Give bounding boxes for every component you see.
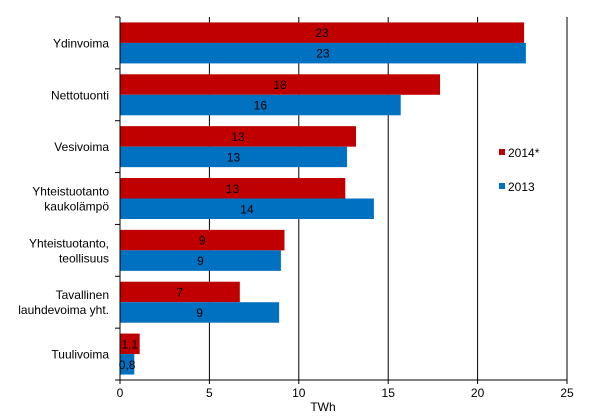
category-label: Ydinvoima [53,36,109,50]
category-label: Tuulivoima [51,348,109,362]
category-label: Vesivoima [54,140,109,154]
x-tick-label: 15 [382,386,396,400]
data-label: 7 [177,285,184,299]
data-label: 23 [316,47,330,61]
legend: 2014* 2013 [499,146,540,194]
tick-labels: 0 5 10 15 20 25 [117,386,574,400]
data-label: 16 [254,99,268,113]
category-label: Nettotuonti [51,88,109,102]
bars [120,22,526,375]
bar-2013-4 [120,250,281,271]
x-tick-label: 20 [471,386,485,400]
bar-2014-2 [120,126,357,147]
data-label: 0,8 [119,358,136,372]
data-label: 9 [197,254,204,268]
axes [115,16,568,384]
category-label: Yhteistuotanto, teollisuus [29,236,109,265]
data-label: 13 [226,182,240,196]
data-label: 13 [231,130,245,144]
category-label: Tavallinen lauhdevoima yht. [18,288,109,317]
bar-2013-6 [120,354,135,375]
bar-2014-6 [120,333,140,355]
data-label: 1,1 [121,337,138,351]
data-label: 23 [315,26,329,40]
x-tick-label: 0 [117,386,124,400]
bar-2014-1 [120,74,441,95]
data-label: 14 [240,202,254,216]
data-label: 9 [196,306,203,320]
bar-2014-5 [120,281,240,303]
data-label: 9 [199,234,206,248]
category-labels: Ydinvoima Nettotuonti Vesivoima Yhteistuota… [18,36,109,361]
legend-swatch [499,149,505,155]
x-tick-label: 10 [292,386,306,400]
legend-label: 2013 [508,180,535,194]
x-tick-label: 5 [206,386,213,400]
bar-2013-2 [120,146,348,168]
legend-label: 2014* [508,146,540,160]
data-label: 18 [273,78,287,92]
x-tick-label: 25 [560,386,574,400]
bar-2013-3 [120,198,374,219]
bar-2013-1 [120,94,401,116]
bar-2014-4 [120,229,285,251]
x-axis-title: TWh [310,400,335,414]
bar-2014-3 [120,178,346,199]
bar-2014-0 [120,22,525,43]
bar-2013-5 [120,302,280,323]
legend-swatch [499,183,505,189]
category-label: Yhteistuotanto kaukolämpö [32,185,109,214]
data-label: 13 [227,150,241,164]
bar-2013-0 [120,42,526,64]
